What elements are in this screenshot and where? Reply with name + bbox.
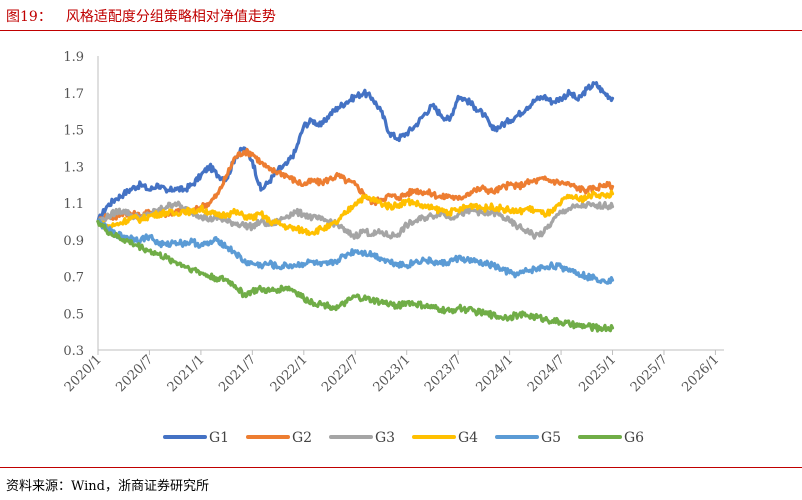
legend-label-g5: G5 bbox=[541, 430, 561, 446]
header-rule bbox=[0, 30, 802, 31]
x-tick-label: 2024/7 bbox=[525, 352, 568, 395]
x-tick-label: 2023/7 bbox=[422, 352, 465, 395]
legend-label-g3: G3 bbox=[375, 430, 395, 446]
x-tick-label: 2021/7 bbox=[216, 352, 259, 395]
y-tick-label: 0.7 bbox=[63, 271, 84, 286]
x-tick-label: 2026/1 bbox=[679, 352, 722, 395]
x-tick-label: 2025/1 bbox=[576, 352, 619, 395]
footer-rule bbox=[0, 467, 802, 468]
y-tick-label: 1.7 bbox=[63, 87, 84, 102]
series-line-g4 bbox=[96, 189, 615, 237]
y-tick-label: 0.3 bbox=[63, 344, 84, 359]
series-line-g1 bbox=[96, 81, 615, 223]
figure-header: 图19： 风格适配度分组策略相对净值走势 bbox=[6, 4, 796, 28]
source-note: 资料来源：Wind，浙商证券研究所 bbox=[6, 479, 209, 494]
x-tick-label: 2022/7 bbox=[319, 352, 362, 395]
legend-label-g2: G2 bbox=[292, 430, 312, 446]
y-tick-label: 1.5 bbox=[63, 124, 84, 139]
y-tick-label: 1.9 bbox=[63, 50, 84, 65]
legend-label-g1: G1 bbox=[209, 430, 229, 446]
y-tick-label: 0.5 bbox=[63, 307, 84, 322]
y-tick-label: 0.9 bbox=[63, 234, 84, 249]
y-tick-label: 1.3 bbox=[63, 160, 84, 175]
legend-label-g6: G6 bbox=[624, 430, 644, 446]
series-line-g6 bbox=[96, 219, 615, 333]
x-tick-label: 2021/1 bbox=[165, 352, 208, 395]
legend-label-g4: G4 bbox=[458, 430, 478, 446]
x-tick-label: 2023/1 bbox=[371, 352, 414, 395]
x-tick-label: 2024/1 bbox=[473, 352, 516, 395]
x-tick-label: 2020/7 bbox=[113, 352, 156, 395]
y-tick-label: 1.1 bbox=[63, 197, 84, 212]
series-line-g5 bbox=[96, 218, 615, 285]
series-line-g3 bbox=[96, 200, 615, 240]
x-tick-label: 2025/7 bbox=[628, 352, 671, 395]
figure-number: 图19： bbox=[6, 9, 52, 25]
x-tick-label: 2022/1 bbox=[268, 352, 311, 395]
figure-title: 风格适配度分组策略相对净值走势 bbox=[65, 9, 276, 25]
